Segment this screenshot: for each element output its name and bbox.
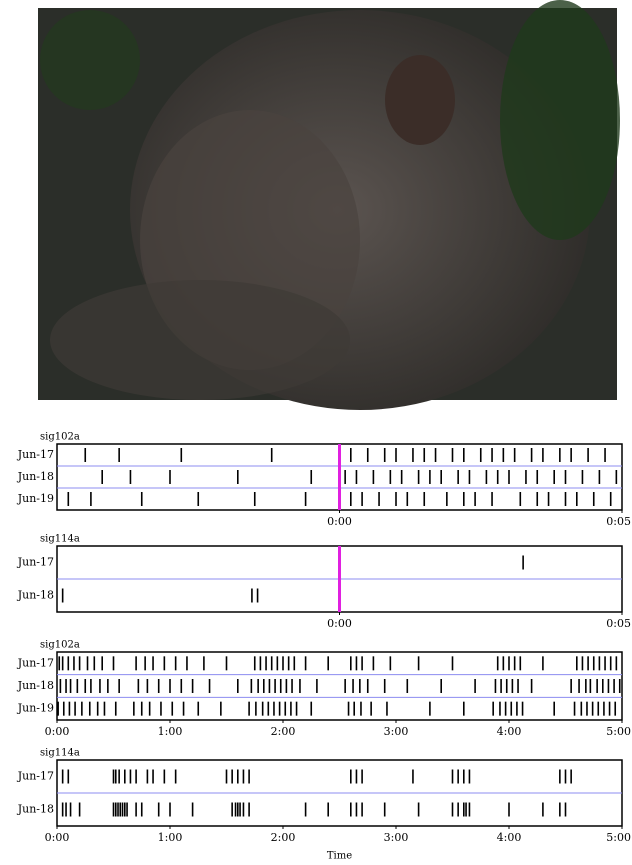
row-label: Jun-18 [17, 470, 54, 483]
x-tick-label: 2:00 [271, 725, 296, 738]
x-tick-label: 5:00 [606, 831, 631, 844]
row-label: Jun-19 [17, 702, 54, 715]
x-tick-label: 0:05 [606, 515, 631, 528]
x-tick-label: 1:00 [158, 725, 183, 738]
video-frame [38, 0, 620, 410]
panel-title: sig102a [40, 640, 80, 651]
row-label: Jun-19 [17, 492, 54, 505]
x-tick-label: 5:00 [606, 725, 631, 738]
panel-title: sig114a [40, 534, 80, 545]
x-tick-label: 2:00 [271, 831, 296, 844]
row-label: Jun-18 [17, 679, 54, 692]
x-tick-label: 3:00 [384, 725, 409, 738]
row-label: Jun-17 [17, 556, 54, 569]
panel-title: sig114a [40, 748, 80, 759]
row-label: Jun-17 [17, 656, 54, 669]
x-tick-label: 0:00 [327, 617, 352, 630]
row-label: Jun-18 [17, 803, 54, 816]
x-tick-label: 0:00 [45, 831, 70, 844]
x-tick-label: 0:00 [45, 725, 70, 738]
x-tick-label: 3:00 [384, 831, 409, 844]
row-label: Jun-17 [17, 448, 54, 461]
x-tick-label: 0:05 [606, 617, 631, 630]
x-tick-label: 1:00 [158, 831, 183, 844]
figure: sig102a Jun-17 Jun-18 Jun-19 0:00 0:05 sig114a… [0, 0, 632, 865]
x-tick-label: 4:00 [497, 831, 522, 844]
x-tick-label: 4:00 [497, 725, 522, 738]
x-tick-label: 0:00 [327, 515, 352, 528]
row-label: Jun-17 [17, 770, 54, 783]
panel-title: sig102a [40, 432, 80, 443]
row-label: Jun-18 [17, 589, 54, 602]
x-axis-label: Time [327, 851, 352, 862]
